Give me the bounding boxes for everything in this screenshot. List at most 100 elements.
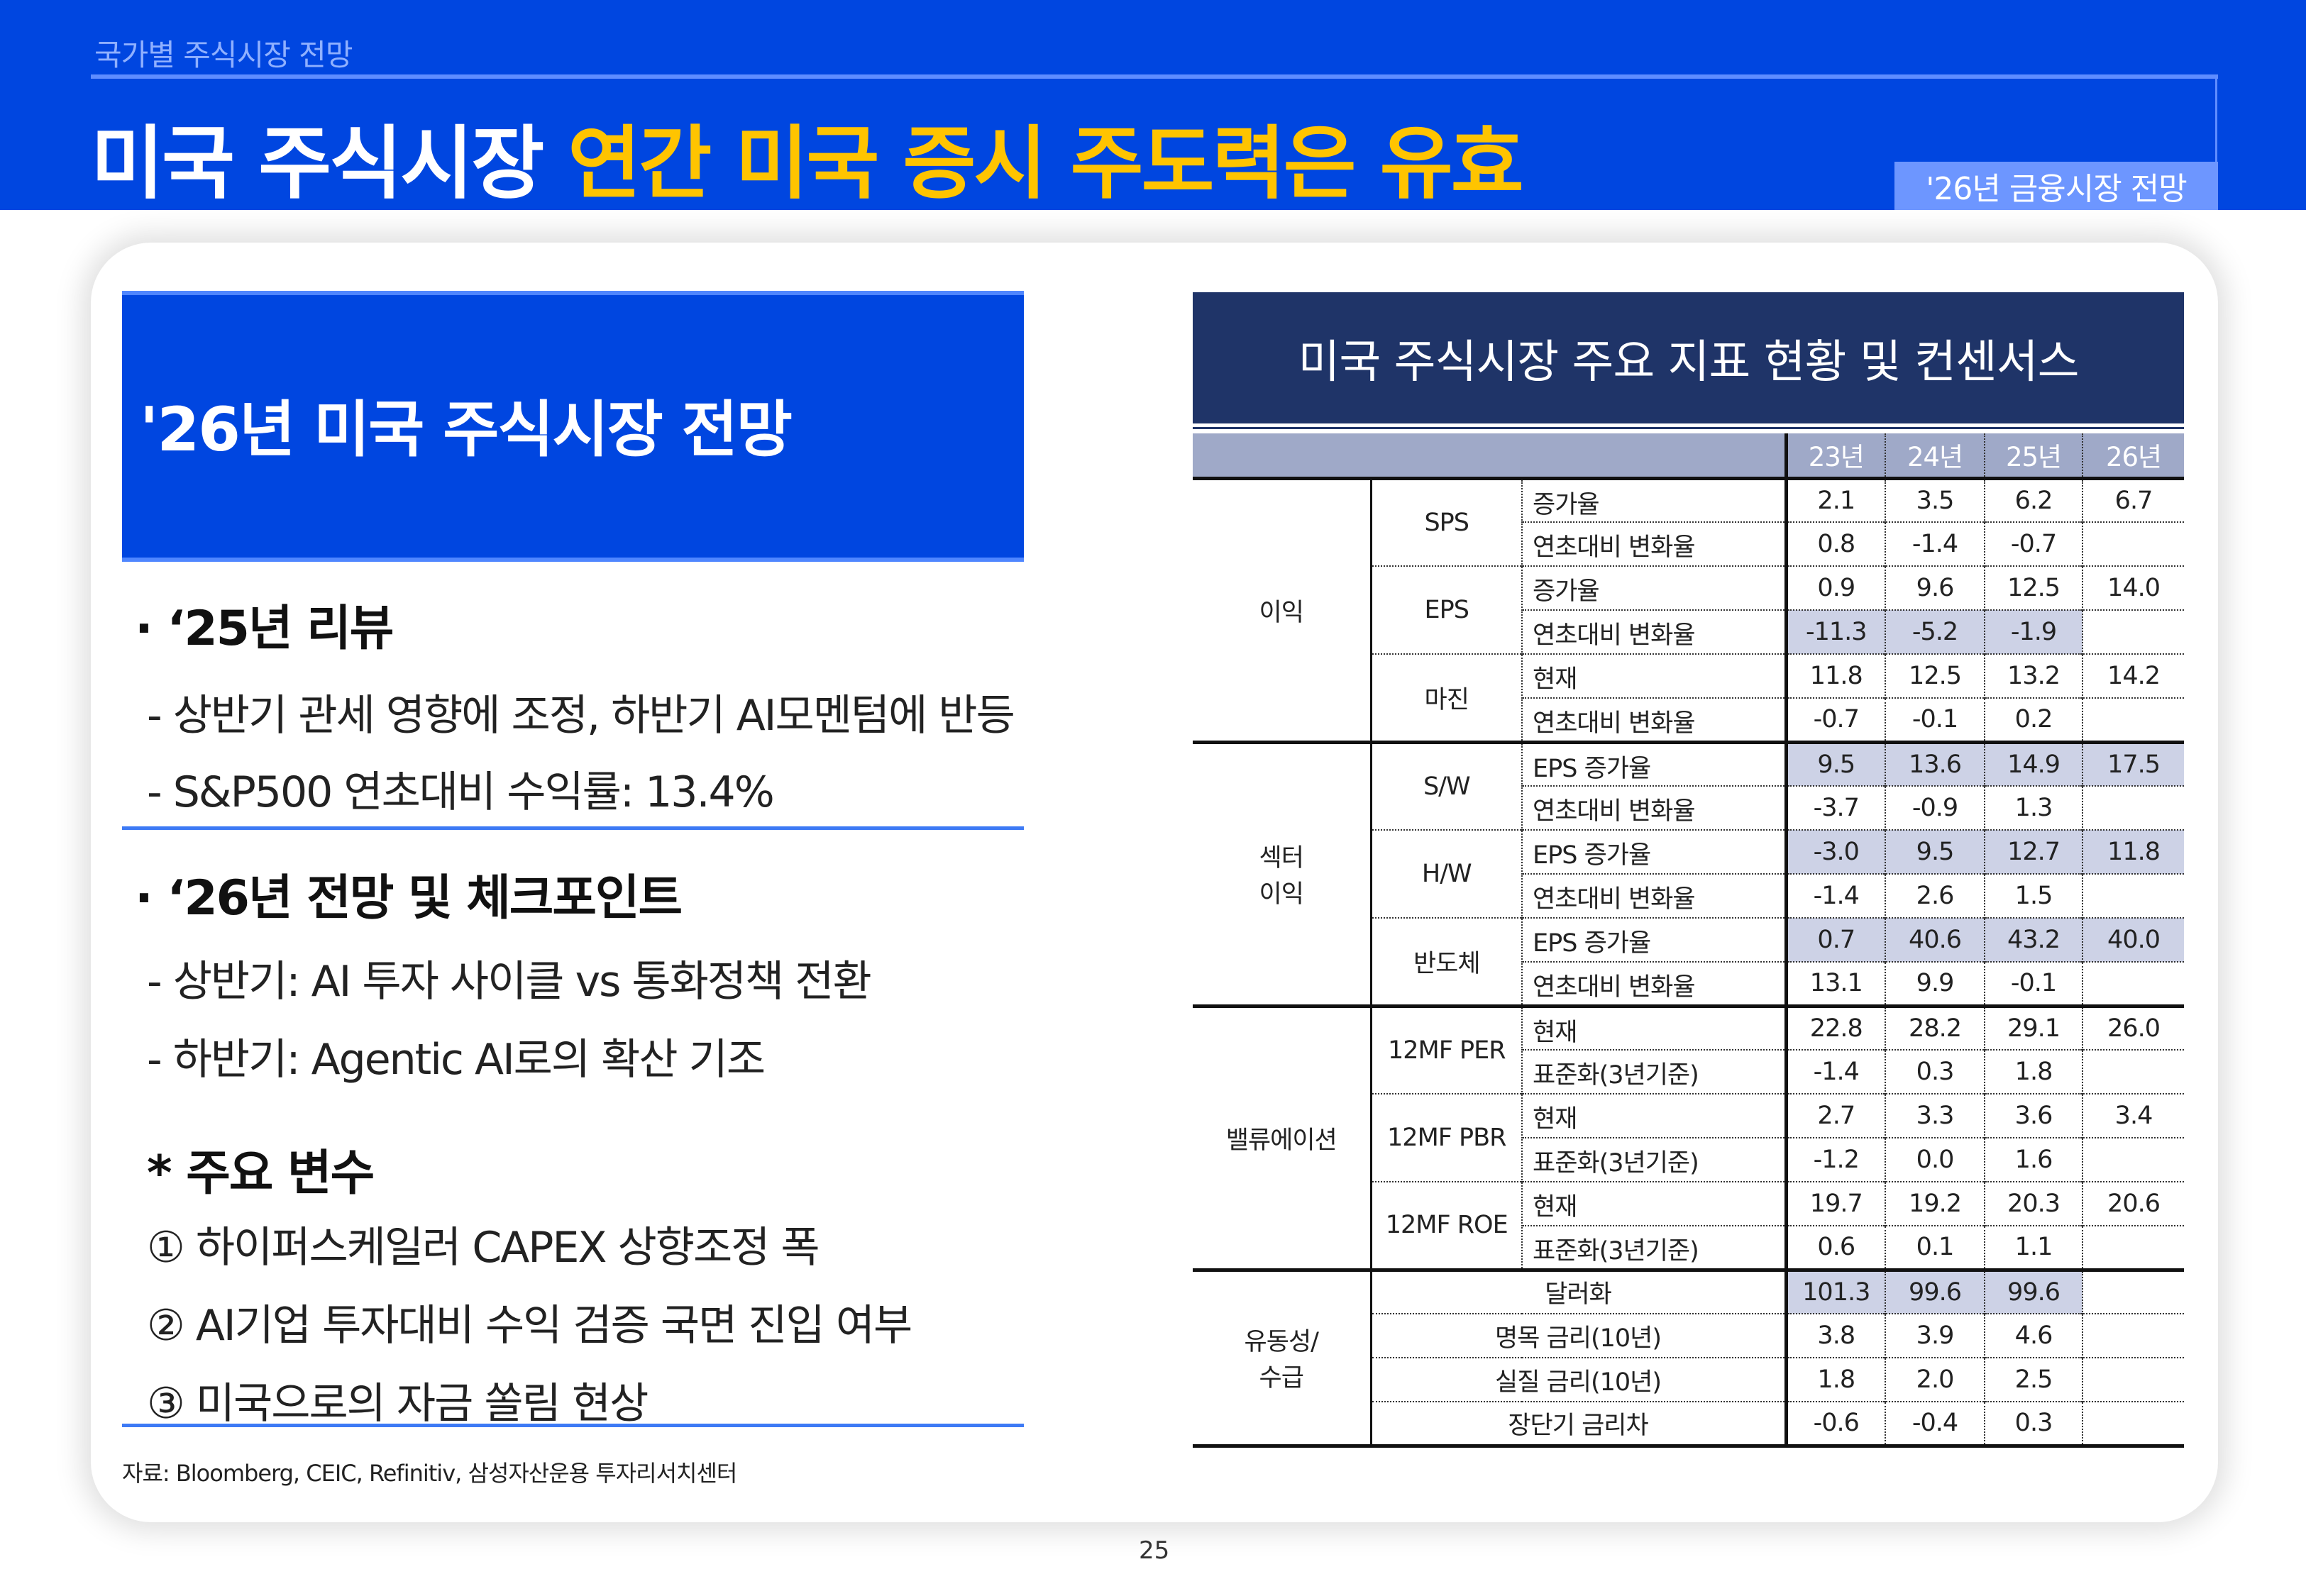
value-cell: 19.2: [1885, 1181, 1986, 1226]
metric-label: 연초대비 변화율: [1522, 521, 1788, 566]
header-divider-vertical: [2215, 74, 2217, 163]
value-cell: -0.9: [1885, 785, 1986, 830]
value-cell: 9.9: [1885, 961, 1986, 1006]
table-row: 연초대비 변화율 -11.3 -5.2 -1.9: [1193, 609, 2185, 654]
value-cell: 20.6: [2082, 1181, 2185, 1226]
value-cell: 13.1: [1786, 961, 1887, 1006]
value-cell: 1.8: [1786, 1357, 1887, 1402]
value-cell: 1.6: [1985, 1137, 2084, 1182]
variable-item: ③ 미국으로의 자금 쏠림 현상: [147, 1379, 649, 1429]
value-cell: 40.6: [1885, 917, 1986, 962]
value-cell: -1.4: [1786, 1049, 1887, 1094]
table-title-underline: [1193, 423, 2184, 429]
value-cell: 2.6: [1885, 873, 1986, 918]
value-cell: -0.1: [1885, 697, 1986, 742]
table-row: 장단기 금리차 -0.6 -0.4 0.3: [1193, 1401, 2185, 1446]
value-cell: -0.1: [1985, 961, 2084, 1006]
value-cell: 2.1: [1786, 476, 1887, 522]
subgroup-label: S/W: [1371, 740, 1523, 830]
value-cell: 3.6: [1985, 1093, 2084, 1138]
table-row: 표준화(3년기준) -1.4 0.3 1.8: [1193, 1049, 2185, 1094]
metric-label: EPS 증가율: [1522, 829, 1788, 874]
table-header-row: 23년 24년 25년 26년: [1193, 433, 2185, 480]
outlook-item: - 상반기: AI 투자 사이클 vs 통화정책 전환: [147, 957, 872, 1007]
value-cell: -0.7: [1786, 697, 1887, 742]
value-cell: 3.3: [1885, 1093, 1986, 1138]
value-cell: [2082, 1137, 2185, 1182]
value-cell: 6.2: [1985, 476, 2084, 522]
metric-label: 연초대비 변화율: [1522, 785, 1788, 830]
value-cell: 11.8: [2082, 829, 2185, 874]
value-cell: 13.6: [1885, 740, 1986, 786]
value-cell: -5.2: [1885, 609, 1986, 654]
group-label: 유동성/ 수급: [1193, 1268, 1372, 1446]
table-row: 연초대비 변화율 -3.7 -0.9 1.3: [1193, 785, 2185, 830]
divider: [122, 1424, 1024, 1427]
table-row: 반도체 EPS 증가율 0.7 40.6 43.2 40.0: [1193, 917, 2185, 1006]
value-cell: 9.6: [1885, 565, 1986, 610]
value-cell: 13.2: [1985, 653, 2084, 698]
value-cell: 11.8: [1786, 653, 1887, 698]
value-cell: 0.9: [1786, 565, 1887, 610]
value-cell: 3.8: [1786, 1313, 1887, 1358]
variables-heading: * 주요 변수: [147, 1146, 375, 1202]
table-row: 표준화(3년기준) 0.6 0.1 1.1: [1193, 1225, 2185, 1270]
value-cell: 2.7: [1786, 1093, 1887, 1138]
value-cell: 0.2: [1985, 697, 2084, 742]
breadcrumb: 국가별 주식시장 전망: [94, 38, 353, 72]
metric-label: 증가율: [1522, 565, 1788, 610]
title-highlight: 연간 미국 증시 주도력은 유효: [568, 118, 1523, 210]
subgroup-label: 12MF PBR: [1371, 1093, 1523, 1182]
value-cell: 0.1: [1885, 1225, 1986, 1270]
table-row: 12MF PBR 현재 2.7 3.3 3.6 3.4: [1193, 1093, 2185, 1182]
table-title: 미국 주식시장 주요 지표 현황 및 컨센서스: [1193, 292, 2184, 423]
value-cell: [2082, 1401, 2185, 1446]
value-cell: -11.3: [1786, 609, 1887, 654]
metric-label: 표준화(3년기준): [1522, 1137, 1788, 1182]
value-cell: 26.0: [2082, 1004, 2185, 1050]
value-cell: 3.4: [2082, 1093, 2185, 1138]
value-cell: 0.8: [1786, 521, 1887, 566]
metric-label: EPS 증가율: [1522, 740, 1788, 786]
metric-label: 현재: [1522, 653, 1788, 698]
value-cell: -1.4: [1885, 521, 1986, 566]
subgroup-label: 12MF ROE: [1371, 1181, 1523, 1270]
value-cell: [2082, 697, 2185, 742]
subgroup-label: H/W: [1371, 829, 1523, 918]
value-cell: 3.9: [1885, 1313, 1986, 1358]
table-row: EPS 증가율 0.9 9.6 12.5 14.0: [1193, 565, 2185, 654]
value-cell: 0.0: [1885, 1137, 1986, 1182]
value-cell: 99.6: [1885, 1268, 1986, 1314]
value-cell: [2082, 1225, 2185, 1270]
outlook-title-box: [122, 291, 1024, 562]
source-note: 자료: Bloomberg, CEIC, Refinitiv, 삼성자산운용 투…: [122, 1460, 737, 1487]
header-divider: [91, 74, 2218, 79]
table-row: 12MF ROE 현재 19.7 19.2 20.3 20.6: [1193, 1181, 2185, 1270]
table-row: H/W EPS 증가율 -3.0 9.5 12.7 11.8: [1193, 829, 2185, 918]
value-cell: 19.7: [1786, 1181, 1887, 1226]
subgroup-label: 12MF PER: [1371, 1004, 1523, 1094]
table-row: 실질 금리(10년) 1.8 2.0 2.5: [1193, 1357, 2185, 1402]
value-cell: 0.7: [1786, 917, 1887, 962]
table-row: 마진 현재 11.8 12.5 13.2 14.2: [1193, 653, 2185, 742]
year-header: 25년: [1985, 433, 2084, 480]
value-cell: 22.8: [1786, 1004, 1887, 1050]
table-row: 연초대비 변화율 -1.4 2.6 1.5: [1193, 873, 2185, 918]
header-blank: [1193, 433, 1788, 480]
value-cell: 4.6: [1985, 1313, 2084, 1358]
value-cell: -0.6: [1786, 1401, 1887, 1446]
subgroup-label: 마진: [1371, 653, 1523, 742]
metric-label: 표준화(3년기준): [1522, 1049, 1788, 1094]
metric-label: 연초대비 변화율: [1522, 697, 1788, 742]
table-row: 연초대비 변화율 -0.7 -0.1 0.2: [1193, 697, 2185, 742]
value-cell: 29.1: [1985, 1004, 2084, 1050]
metric-label: 달러화: [1371, 1268, 1788, 1314]
group-label: 섹터 이익: [1193, 740, 1372, 1006]
outlook-item: - 하반기: Agentic AI로의 확산 기조: [147, 1035, 766, 1085]
value-cell: 14.0: [2082, 565, 2185, 610]
group-label: 이익: [1193, 476, 1372, 742]
metric-label: 현재: [1522, 1093, 1788, 1138]
value-cell: 28.2: [1885, 1004, 1986, 1050]
metric-label: 표준화(3년기준): [1522, 1225, 1788, 1270]
value-cell: 9.5: [1786, 740, 1887, 786]
